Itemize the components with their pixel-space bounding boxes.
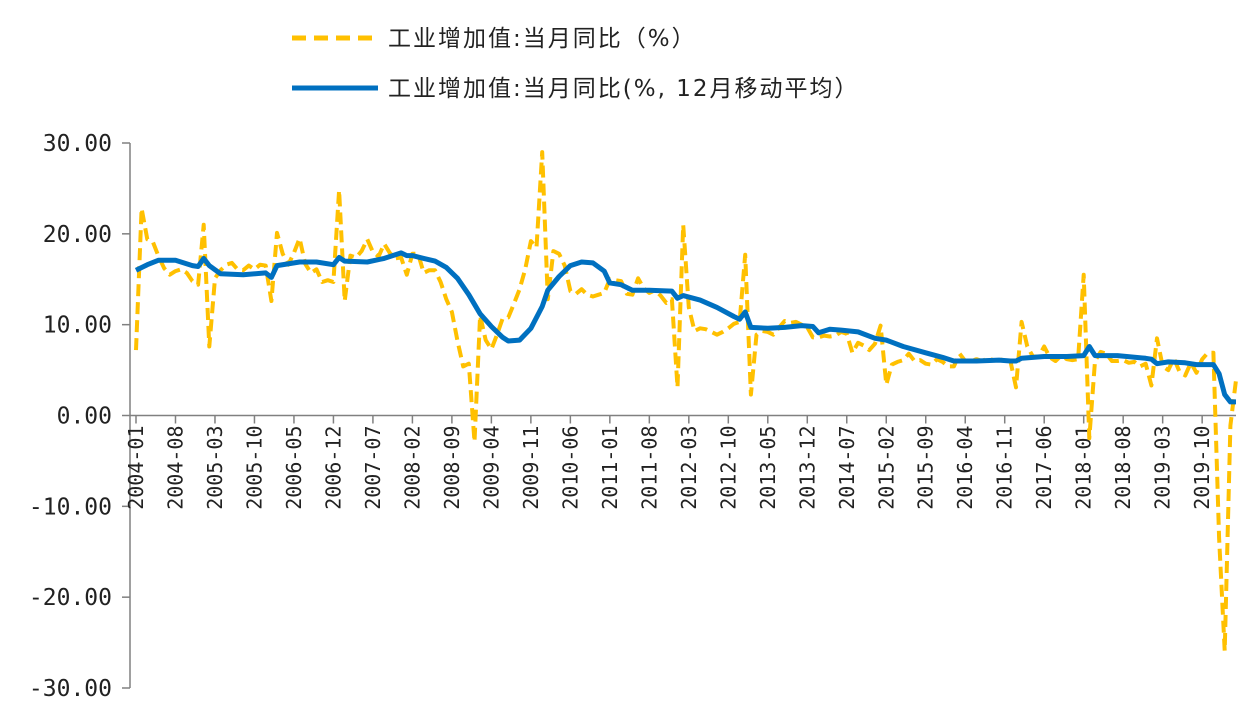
x-tick-label: 2013-12 [795,426,819,510]
x-tick-label: 2017-06 [1032,426,1056,510]
legend-label-moving-average: 工业增加值:当月同比(%, 12月移动平均） [388,76,859,102]
x-tick-label: 2019-03 [1151,426,1175,510]
x-tick-label: 2011-01 [598,426,622,510]
x-tick-label: 2005-03 [203,426,227,510]
legend-label-monthly-yoy: 工业增加值:当月同比（%） [388,26,697,52]
x-tick-label: 2006-12 [321,426,345,510]
x-tick-label: 2016-04 [953,425,977,509]
legend: 工业增加值:当月同比（%） 工业增加值:当月同比(%, 12月移动平均） [292,26,859,102]
x-tick-label: 2008-09 [440,426,464,510]
y-tick-label: 20.00 [43,222,112,248]
x-axis: 2004-01 2004-08 2005-03 2005-10 2006-05 2006-… [124,414,1236,510]
x-tick-label: 2004-08 [163,426,187,510]
x-tick-label: 2018-01 [1072,426,1096,510]
x-tick-label: 2014-07 [835,426,859,510]
x-tick-label: 2005-10 [242,426,266,510]
x-tick-label: 2016-11 [993,426,1017,510]
x-tick-label: 2012-03 [677,426,701,510]
legend-item-monthly-yoy: 工业增加值:当月同比（%） [292,26,697,52]
x-tick-label: 2009-04 [479,426,503,510]
x-tick-label: 2019-10 [1190,426,1214,510]
x-tick-label: 2018-08 [1111,426,1135,510]
series-line-monthly-yoy [134,150,1238,653]
x-tick-label: 2004-01 [124,426,148,510]
x-tick-label: 2008-02 [400,426,424,510]
x-tick-label: 2006-05 [282,426,306,510]
x-tick-label: 2013-05 [756,426,780,510]
x-tick-label: 2012-10 [716,426,740,510]
y-axis: -30.00 -20.00 -10.00 0.00 10.00 20.00 30.00 [29,131,131,702]
legend-item-moving-average: 工业增加值:当月同比(%, 12月移动平均） [292,76,859,102]
x-tick-label: 2009-11 [519,426,543,510]
y-tick-label: -30.00 [29,676,112,702]
y-tick-label: -20.00 [29,585,112,611]
x-tick-label: 2011-08 [637,426,661,510]
y-tick-label: 10.00 [43,313,112,339]
series-line-moving-average [134,250,1236,405]
y-tick-label: 0.00 [57,404,112,430]
series-layer [134,150,1238,653]
y-tick-label: -10.00 [29,494,112,520]
x-tick-label: 2007-07 [361,426,385,510]
x-tick-label: 2010-06 [558,426,582,510]
y-tick-label: 30.00 [43,131,112,157]
x-tick-label: 2015-09 [914,426,938,510]
x-tick-label: 2015-02 [874,426,898,510]
